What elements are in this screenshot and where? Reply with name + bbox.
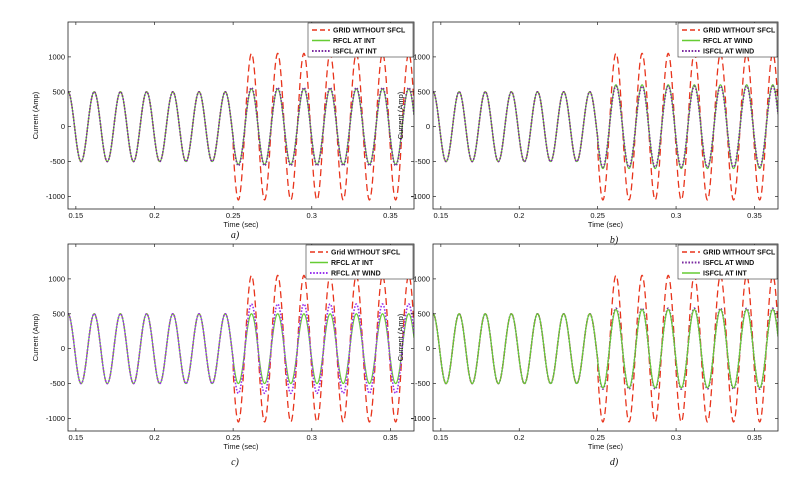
x-tick-label: 0.25 (226, 433, 241, 442)
x-tick-label: 0.2 (149, 211, 159, 220)
y-tick-label: -500 (50, 157, 65, 166)
x-tick-label: 0.25 (226, 211, 241, 220)
x-tick-label: 0.25 (590, 433, 605, 442)
x-tick-label: 0.15 (434, 211, 449, 220)
y-tick-label: 1000 (413, 52, 430, 61)
series-group (433, 274, 778, 423)
y-tick-label: 0 (426, 122, 430, 131)
legend-entry-1: Grid WITHOUT SFCL (331, 250, 401, 257)
legend-entry-3: ISFCL AT INT (703, 271, 748, 278)
legend-entry-2: RFCL AT INT (331, 260, 374, 267)
plot-frame (432, 21, 779, 210)
x-tick-label: 0.25 (590, 211, 605, 220)
panel-label: a) (231, 230, 240, 241)
series-group (433, 52, 778, 201)
y-tick-label: 500 (52, 87, 65, 96)
series-line-2 (68, 313, 414, 385)
plot-frame (67, 243, 415, 432)
y-tick-label: 0 (61, 344, 65, 353)
y-tick-label: -1000 (411, 414, 430, 423)
x-axis-label: Time (sec) (223, 220, 259, 229)
panel-label: d) (610, 457, 619, 468)
y-tick-label: -1000 (46, 414, 65, 423)
legend-entry-2: RFCL AT WIND (703, 38, 753, 45)
x-tick-label: 0.35 (747, 211, 762, 220)
chart-panel-2: 0.15 0.2 0.25 0.3 0.35 -1000 -500 0 500 1000 Time … (396, 21, 779, 246)
legend: GRID WITHOUT SFCL RFCL AT WIND ISFCL AT WI… (677, 22, 778, 58)
x-axis-label: Time (sec) (223, 442, 259, 451)
legend-entry-3: ISFCL AT INT (333, 49, 378, 56)
legend: Grid WITHOUT SFCL RFCL AT INT RFCL AT WIND (305, 244, 414, 280)
x-tick-label: 0.2 (514, 433, 524, 442)
legend-entry-3: ISFCL AT WIND (703, 49, 754, 56)
panel-label: b) (610, 235, 619, 246)
legend-entry-1: GRID WITHOUT SFCL (333, 28, 406, 35)
x-tick-label: 0.3 (307, 211, 317, 220)
series-line-2 (68, 88, 414, 165)
legend-entry-1: GRID WITHOUT SFCL (703, 250, 776, 257)
legend: GRID WITHOUT SFCL RFCL AT INT ISFCL AT INT (307, 22, 414, 58)
y-tick-label: 1000 (48, 52, 65, 61)
y-tick-label: 500 (52, 309, 65, 318)
series-group (68, 52, 414, 201)
x-tick-label: 0.35 (383, 211, 398, 220)
y-tick-label: 1000 (48, 274, 65, 283)
series-line-3 (433, 308, 778, 389)
panel-label: c) (231, 457, 239, 468)
x-tick-label: 0.2 (514, 211, 524, 220)
series-line-1 (433, 52, 778, 201)
x-axis-label: Time (sec) (588, 220, 624, 229)
legend-entry-2: ISFCL AT WIND (703, 260, 754, 267)
y-axis-label: Current (Amp) (31, 91, 40, 139)
y-tick-label: -1000 (411, 192, 430, 201)
chart-panel-4: 0.15 0.2 0.25 0.3 0.35 -1000 -500 0 500 1000 Time … (396, 243, 779, 468)
series-line-1 (68, 274, 414, 423)
x-tick-label: 0.3 (671, 433, 681, 442)
y-tick-label: -500 (50, 379, 65, 388)
x-tick-label: 0.15 (69, 211, 84, 220)
y-axis-label: Current (Amp) (396, 313, 405, 361)
chart-panel-3: 0.15 0.2 0.25 0.3 0.35 -1000 -500 0 500 1000 Time … (31, 243, 415, 468)
x-tick-label: 0.3 (307, 433, 317, 442)
x-tick-label: 0.2 (149, 433, 159, 442)
y-axis-label: Current (Amp) (396, 91, 405, 139)
plot-frame (67, 21, 415, 210)
plot-frame (432, 243, 779, 432)
series-line-1 (433, 274, 778, 423)
x-tick-label: 0.15 (434, 433, 449, 442)
y-tick-label: 0 (426, 344, 430, 353)
y-tick-label: -1000 (46, 192, 65, 201)
y-tick-label: 0 (61, 122, 65, 131)
legend-entry-1: GRID WITHOUT SFCL (703, 28, 776, 35)
legend-entry-3: RFCL AT WIND (331, 271, 381, 278)
legend: GRID WITHOUT SFCL ISFCL AT WIND ISFCL AT I… (677, 244, 778, 280)
x-tick-label: 0.3 (671, 211, 681, 220)
series-line-3 (68, 303, 414, 395)
legend-entry-2: RFCL AT INT (333, 38, 376, 45)
y-tick-label: 1000 (413, 274, 430, 283)
x-tick-label: 0.15 (69, 433, 84, 442)
y-tick-label: 500 (417, 309, 430, 318)
x-tick-label: 0.35 (747, 433, 762, 442)
x-axis-label: Time (sec) (588, 442, 624, 451)
y-tick-label: -500 (415, 157, 430, 166)
chart-panel-1: 0.15 0.2 0.25 0.3 0.35 -1000 -500 0 500 1000 Time … (31, 21, 415, 241)
y-tick-label: 500 (417, 87, 430, 96)
y-axis-label: Current (Amp) (31, 313, 40, 361)
y-tick-label: -500 (415, 379, 430, 388)
series-line-3 (68, 86, 414, 167)
series-line-3 (433, 85, 778, 168)
series-line-2 (433, 84, 778, 170)
x-tick-label: 0.35 (383, 433, 398, 442)
series-group (68, 274, 414, 423)
